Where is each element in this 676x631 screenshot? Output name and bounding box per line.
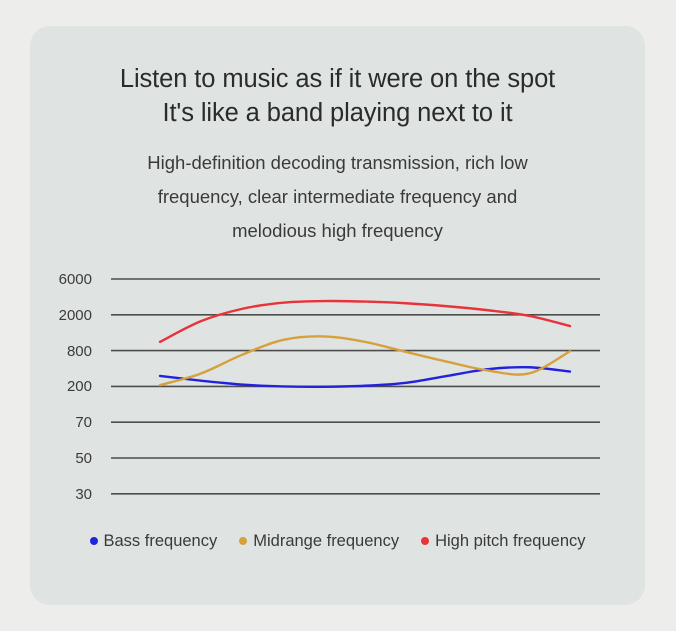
legend-item-high-pitch-frequency[interactable]: High pitch frequency [421,532,586,550]
legend-item-midrange-frequency[interactable]: Midrange frequency [239,532,399,550]
dot-marker-icon [421,537,430,545]
series-line-midrange-frequency [158,335,572,387]
legend-label: High pitch frequency [435,532,586,550]
chart-canvas [111,278,600,495]
y-axis-tick-label: 800 [66,342,92,360]
dot-marker-icon [239,537,248,545]
y-axis-tick-label: 2000 [58,306,92,324]
y-axis-tick-label: 70 [75,414,92,432]
dot-marker-icon [89,537,98,545]
y-axis-tick-label: 30 [75,485,92,503]
series-line-bass-frequency [158,365,572,388]
legend-label: Midrange frequency [253,532,400,550]
page-title: Listen to music as if it were on the spo… [30,62,645,130]
chart-legend: Bass frequency Midrange frequency High pit… [30,532,645,550]
headline-line-2: It's like a band playing next to it [162,99,513,127]
y-axis-tick-label: 200 [66,378,92,396]
headline-line-1: Listen to music as if it were on the spo… [119,65,556,93]
frequency-response-chart: 6000 2000 800 200 70 50 30 Bass frequency Midra… [30,26,645,605]
subheadline-line-3: melodious high frequency [232,220,443,241]
page-subtitle: High-definition decoding transmission, r… [30,146,645,248]
y-axis-tick-label: 50 [75,450,92,467]
promo-card: Listen to music as if it were on the spo… [30,26,645,605]
subheadline-line-1: High-definition decoding transmission, r… [147,152,528,173]
y-axis-tick-label: 6000 [58,271,92,288]
legend-label: Bass frequency [103,532,218,550]
series-line-high-pitch-frequency [158,299,572,344]
chart-series-group [158,299,572,388]
legend-item-bass-frequency[interactable]: Bass frequency [89,532,218,550]
subheadline-line-2: frequency, clear intermediate frequency … [157,186,518,207]
